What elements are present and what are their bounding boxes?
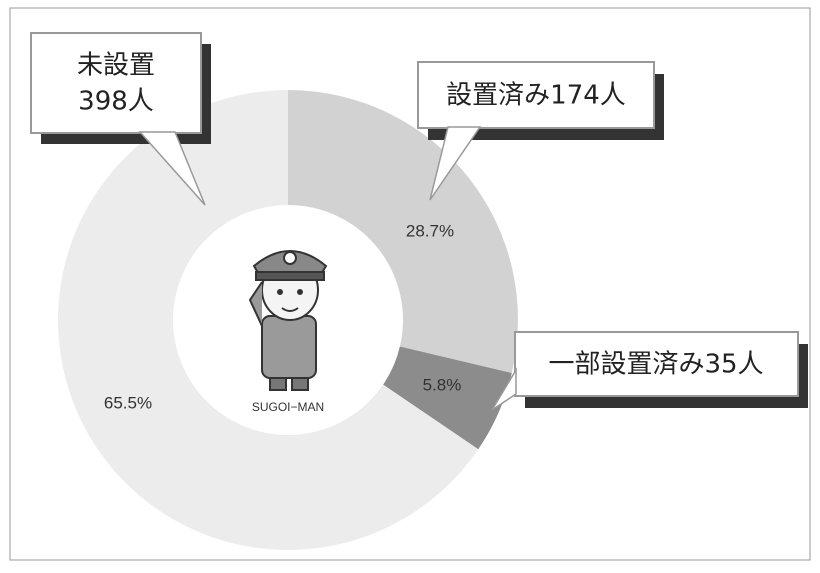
callout-text: 一部設置済み35人 (548, 350, 763, 380)
center-label: SUGOI−MAN (252, 400, 324, 414)
callout-text: 未設置 (77, 51, 155, 81)
value-label: 65.5% (104, 393, 152, 412)
value-label: 5.8% (423, 375, 462, 394)
callout-text: 設置済み174人 (446, 81, 626, 111)
mascot-icon (250, 251, 326, 390)
chart: SUGOI−MAN 設置済み174人 一部設置済み35人 未設置 398人 28… (0, 0, 820, 569)
callout-text: 398人 (78, 87, 154, 117)
value-label: 28.7% (406, 221, 454, 240)
